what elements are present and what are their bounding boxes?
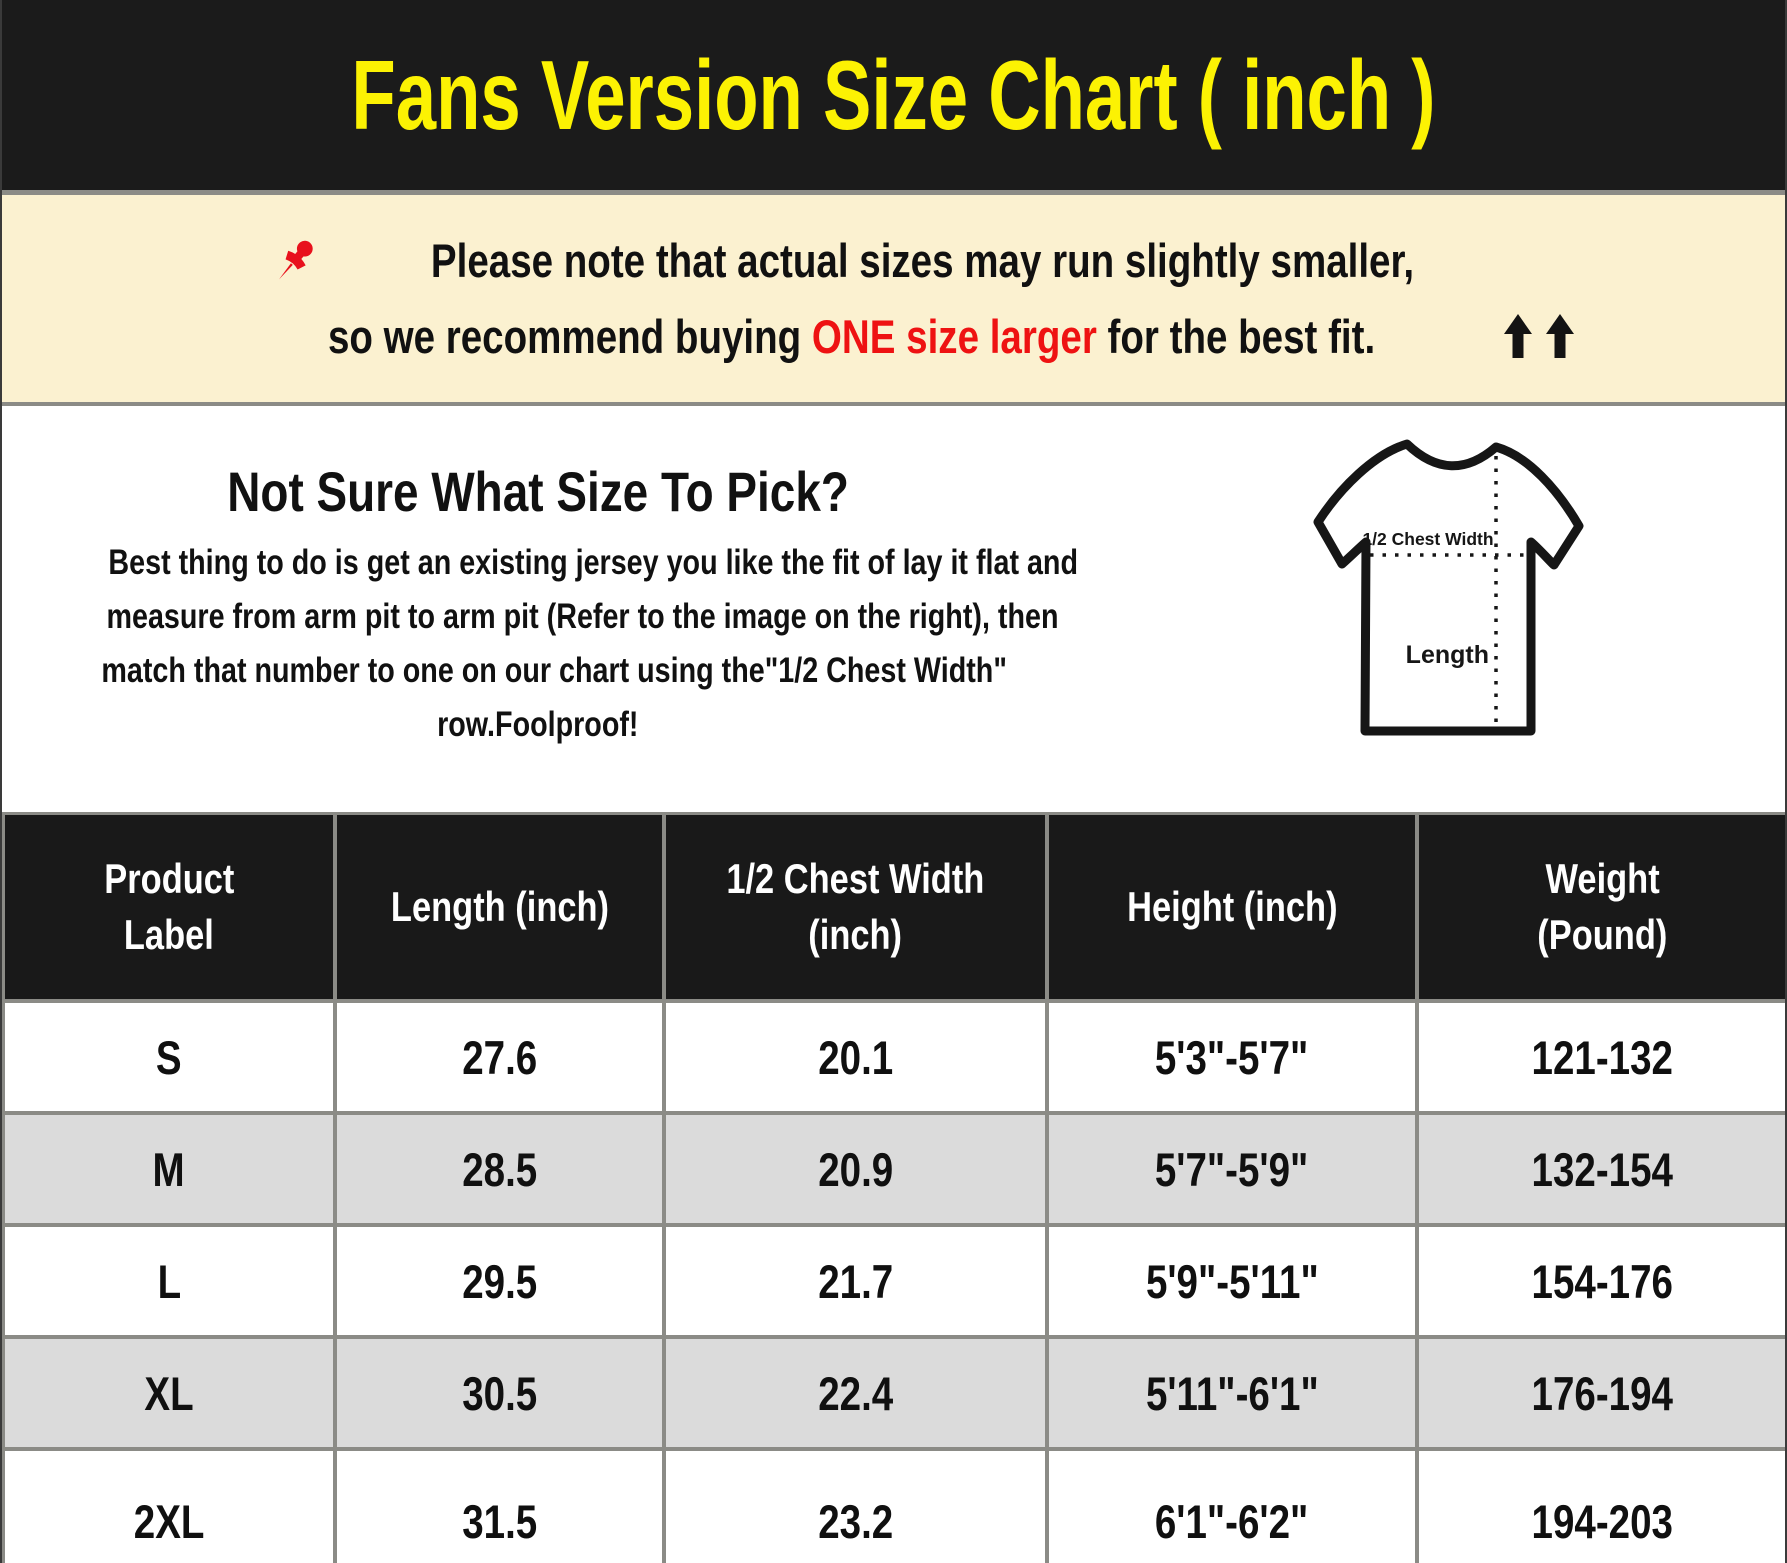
pushpin-icon bbox=[278, 240, 313, 280]
table-cell: 194-203 bbox=[1419, 1451, 1785, 1563]
table-cell: 20.1 bbox=[666, 1003, 1045, 1111]
table-cell: 132-154 bbox=[1419, 1115, 1785, 1223]
table-cell: 5'11"-6'1" bbox=[1049, 1339, 1415, 1447]
notice-text-2-prefix: so we recommend buying bbox=[327, 309, 812, 363]
notice-line-2: so we recommend buying ONE size larger f… bbox=[213, 301, 1574, 373]
size-guide-body-line: row.Foolproof! bbox=[437, 705, 639, 744]
table-cell: 6'1"-6'2" bbox=[1049, 1451, 1415, 1563]
section-divider bbox=[2, 402, 1785, 406]
table-cell: 121-132 bbox=[1419, 1003, 1785, 1111]
table-cell: 22.4 bbox=[666, 1339, 1045, 1447]
notice-line-1: Please note that actual sizes may run sl… bbox=[265, 225, 1522, 297]
size-guide-body-line: match that number to one on our chart us… bbox=[101, 651, 1007, 690]
chest-width-label: 1/2 Chest Width bbox=[1362, 529, 1493, 549]
table-cell: M bbox=[5, 1115, 333, 1223]
page-title: Fans Version Size Chart ( inch ) bbox=[351, 39, 1436, 150]
header-cell-product-label: Product Label bbox=[5, 815, 333, 999]
table-cell: 30.5 bbox=[337, 1339, 662, 1447]
table-cell: 20.9 bbox=[666, 1115, 1045, 1223]
table-cell: 176-194 bbox=[1419, 1339, 1785, 1447]
table-cell: 28.5 bbox=[337, 1115, 662, 1223]
notice-text-2-suffix: for the best fit. bbox=[1096, 309, 1376, 363]
header-cell-chest-width: 1/2 Chest Width (inch) bbox=[666, 815, 1045, 999]
size-guide-body: Best thing to do is get an existing jers… bbox=[2, 536, 1079, 752]
table-cell: 23.2 bbox=[666, 1451, 1045, 1563]
table-cell: S bbox=[5, 1003, 333, 1111]
tshirt-outline bbox=[1313, 439, 1584, 736]
tshirt-diagram: 1/2 Chest Width Length bbox=[1313, 439, 1584, 736]
table-cell: 29.5 bbox=[337, 1227, 662, 1335]
table-cell: 154-176 bbox=[1419, 1227, 1785, 1335]
table-cell: 27.6 bbox=[337, 1003, 662, 1111]
table-cell: 5'3"-5'7" bbox=[1049, 1003, 1415, 1111]
length-label: Length bbox=[1406, 641, 1489, 669]
notice-highlight: ONE size larger bbox=[811, 309, 1097, 363]
up-arrow-icon bbox=[1546, 314, 1574, 360]
notice-text-2: so we recommend buying ONE size larger f… bbox=[328, 301, 1375, 373]
section-divider bbox=[2, 190, 1785, 195]
table-cell: L bbox=[5, 1227, 333, 1335]
header-cell-height: Height (inch) bbox=[1049, 815, 1415, 999]
table-cell: 5'9"-5'11" bbox=[1049, 1227, 1415, 1335]
size-guide-heading: Not Sure What Size To Pick? bbox=[227, 460, 849, 523]
header-cell-length: Length (inch) bbox=[337, 815, 662, 999]
table-cell: 2XL bbox=[5, 1451, 333, 1563]
table-cell: 31.5 bbox=[337, 1451, 662, 1563]
size-guide-body-line: Best thing to do is get an existing jers… bbox=[108, 543, 1079, 582]
size-guide-text: Not Sure What Size To Pick? Best thing t… bbox=[2, 420, 1079, 752]
table-cell: 5'7"-5'9" bbox=[1049, 1115, 1415, 1223]
size-chart-table: Product Label Length (inch) 1/2 Chest Wi… bbox=[2, 812, 1785, 1563]
up-arrow-icon bbox=[1504, 314, 1532, 360]
page-header: Fans Version Size Chart ( inch ) bbox=[2, 0, 1785, 190]
header-cell-weight: Weight (Pound) bbox=[1419, 815, 1785, 999]
table-cell: 21.7 bbox=[666, 1227, 1045, 1335]
table-cell: XL bbox=[5, 1339, 333, 1447]
notice-banner: Please note that actual sizes may run sl… bbox=[2, 195, 1785, 402]
notice-text-1: Please note that actual sizes may run sl… bbox=[430, 233, 1415, 287]
up-arrows bbox=[1504, 314, 1574, 360]
size-guide-body-line: measure from arm pit to arm pit (Refer t… bbox=[106, 597, 1059, 636]
